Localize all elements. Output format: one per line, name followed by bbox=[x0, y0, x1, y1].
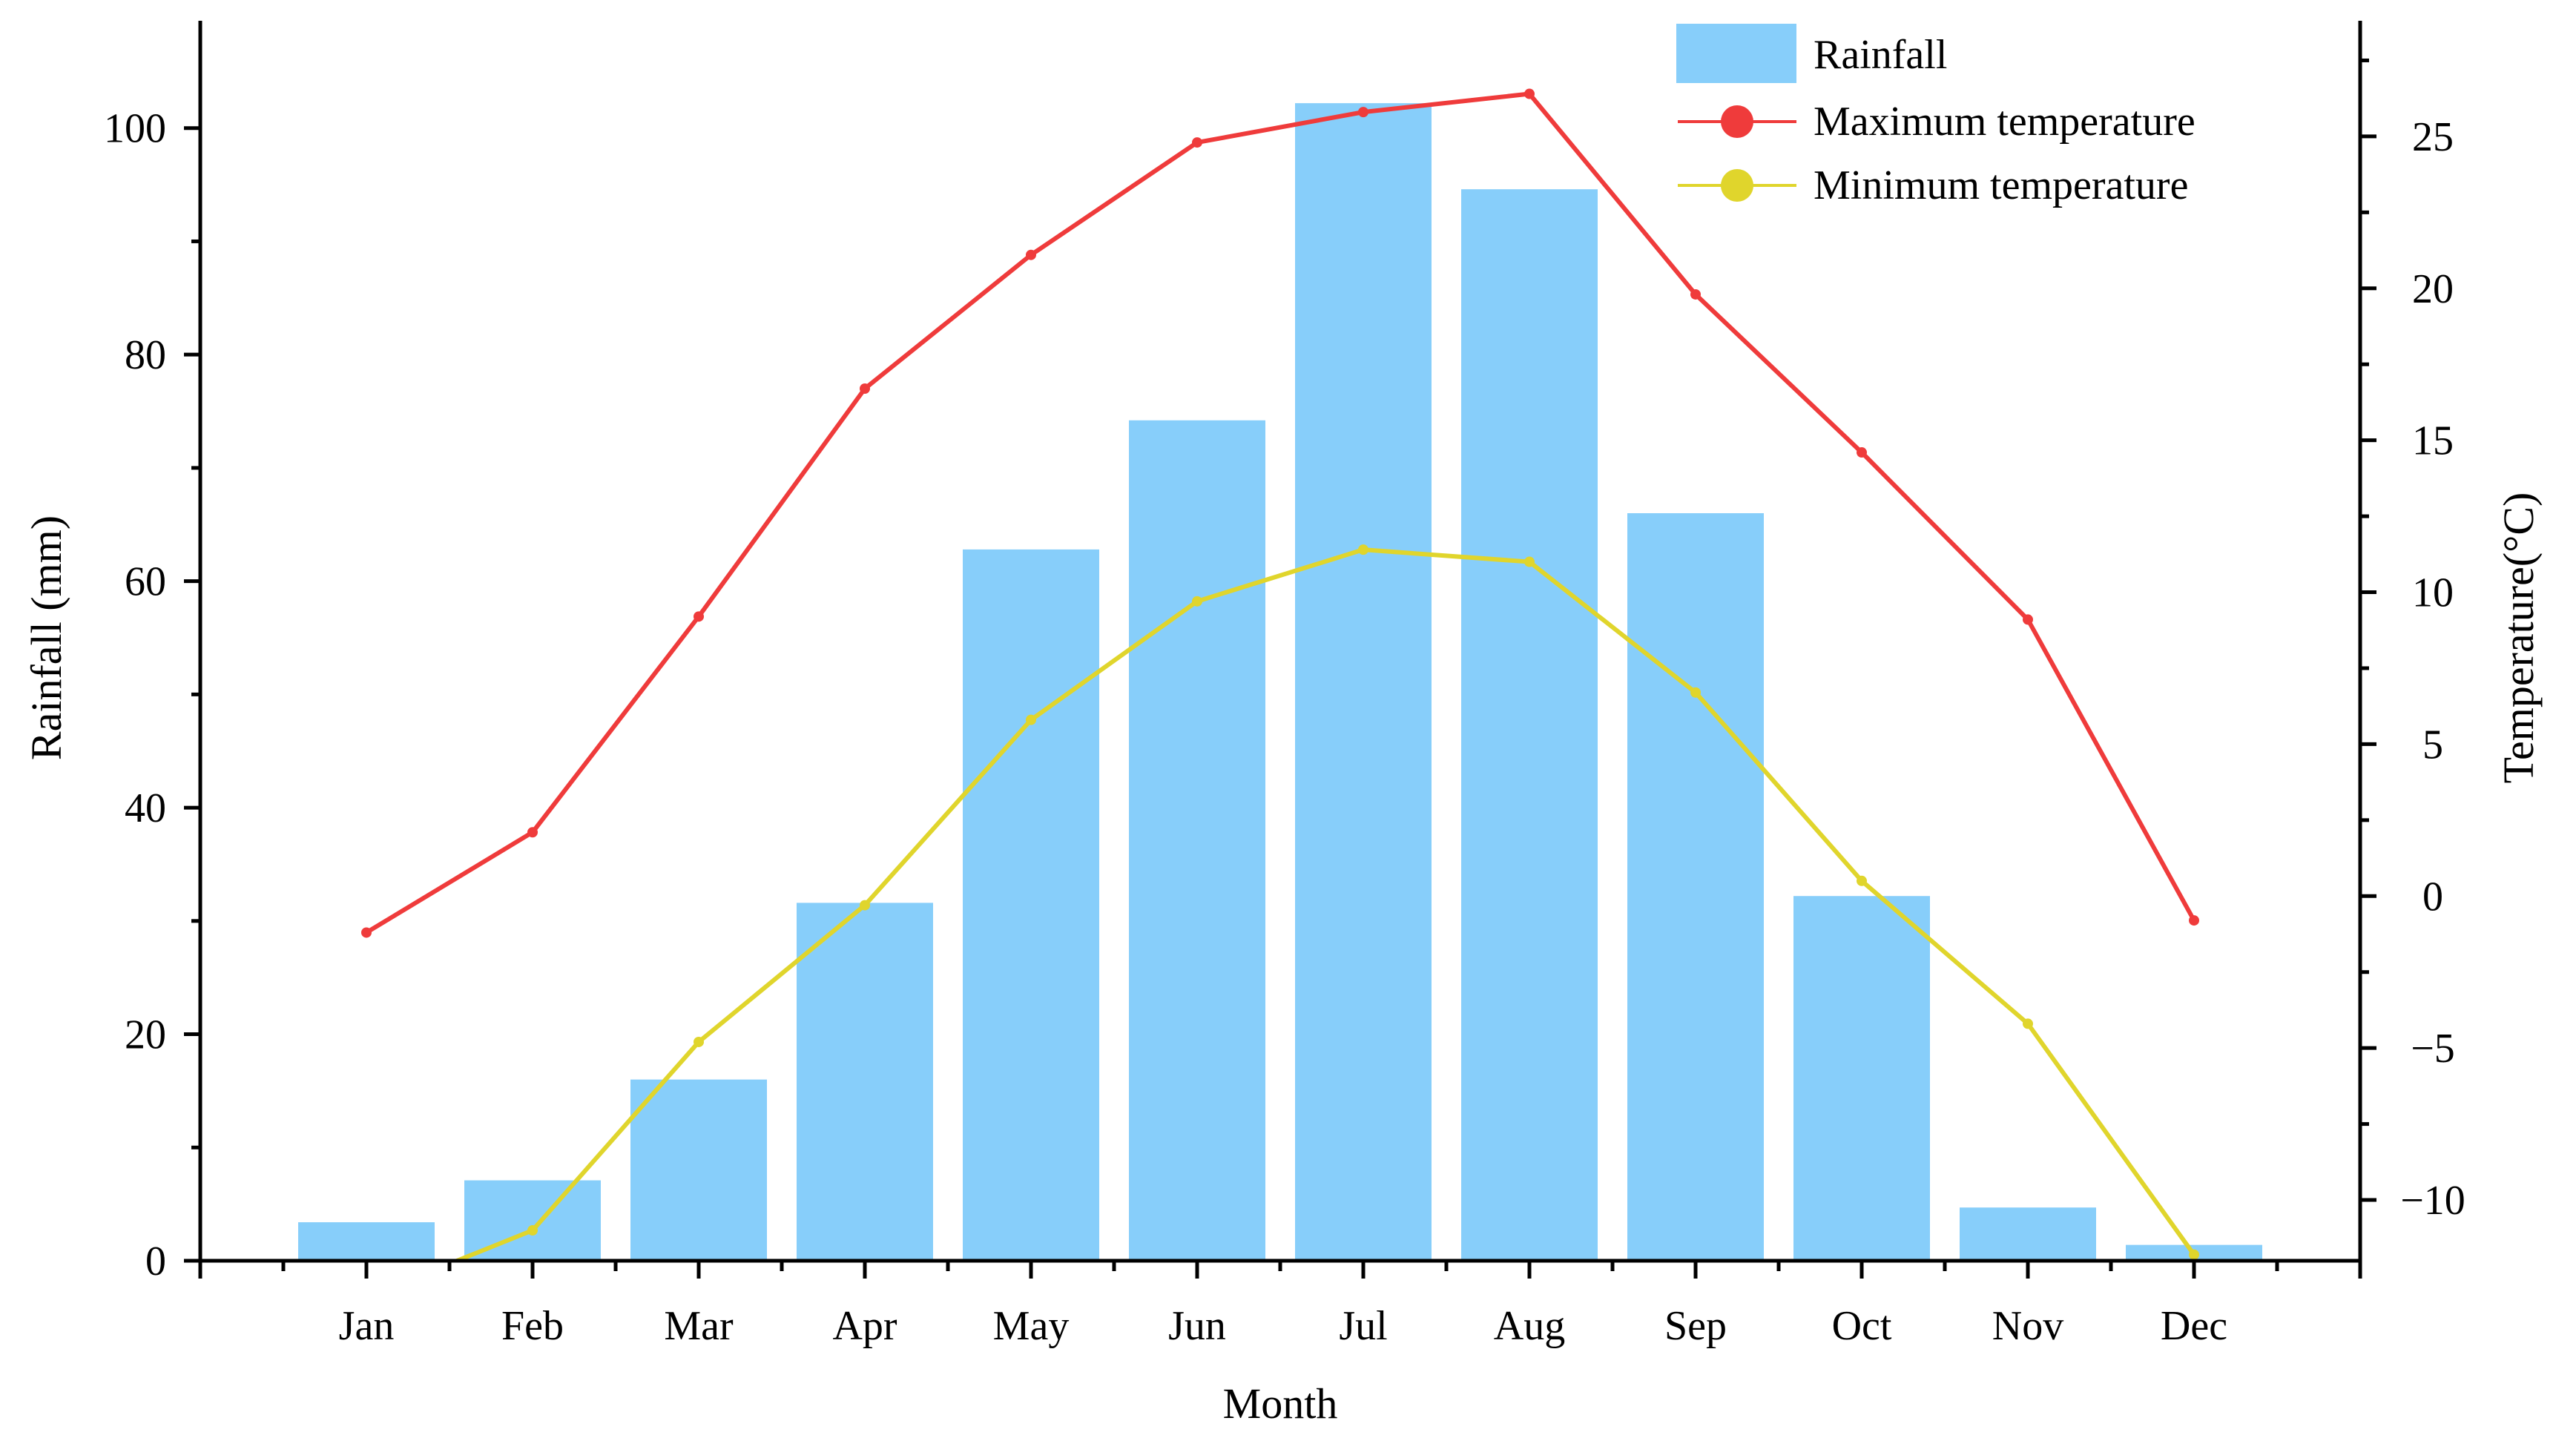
min-temp-point-jun bbox=[1192, 596, 1202, 607]
right-axis-ticks: −10 −5 0 5 10 15 20 25 bbox=[2360, 58, 2465, 1224]
legend-max-temp-label: Maximum temperature bbox=[1814, 99, 2195, 145]
right-tick-label: 15 bbox=[2412, 418, 2454, 464]
legend-min-temp-marker bbox=[1721, 169, 1753, 202]
right-tick-label: 25 bbox=[2412, 114, 2454, 160]
right-tick-label: 5 bbox=[2422, 722, 2443, 768]
max-temp-point-feb bbox=[527, 827, 538, 838]
max-temp-point-may bbox=[1026, 249, 1036, 260]
rainfall-bar-may bbox=[963, 549, 1099, 1261]
min-temp-point-aug bbox=[1524, 556, 1535, 567]
y-axis-title: Rainfall (mm) bbox=[22, 515, 70, 760]
x-tick-label: Feb bbox=[501, 1303, 564, 1349]
left-tick-label: 40 bbox=[125, 785, 166, 831]
max-temp-point-oct bbox=[1857, 447, 1867, 458]
left-tick-label: 20 bbox=[125, 1012, 166, 1058]
rainfall-bar-jul bbox=[1295, 103, 1432, 1261]
right-tick-label: −5 bbox=[2411, 1026, 2455, 1072]
rainfall-bar-oct bbox=[1793, 896, 1930, 1261]
x-tick-label: Jan bbox=[339, 1303, 395, 1349]
rainfall-bar-sep bbox=[1627, 513, 1764, 1261]
max-temp-point-jul bbox=[1358, 107, 1368, 118]
min-temp-line bbox=[451, 547, 2196, 1261]
x-tick-label: Jun bbox=[1168, 1303, 1226, 1349]
max-temp-point-nov bbox=[2023, 614, 2033, 625]
rainfall-bar-apr bbox=[797, 903, 933, 1261]
rainfall-bar-mar bbox=[630, 1079, 767, 1261]
rainfall-bar-jan bbox=[298, 1222, 435, 1261]
max-temp-point-dec bbox=[2189, 915, 2199, 926]
x-tick-label: Jul bbox=[1339, 1303, 1387, 1349]
rainfall-bar-jun bbox=[1129, 420, 1265, 1261]
max-temp-point-jan bbox=[361, 927, 372, 938]
max-temp-point-mar bbox=[694, 611, 704, 622]
y2-axis-title: Temperature(°C) bbox=[2494, 492, 2543, 784]
min-temp-point-sep bbox=[1690, 687, 1701, 698]
x-tick-label: May bbox=[993, 1303, 1070, 1349]
x-tick-label: Mar bbox=[664, 1303, 734, 1349]
x-tick-label: Oct bbox=[1832, 1303, 1892, 1349]
min-temp-point-apr bbox=[860, 900, 870, 911]
legend-max-temp-marker bbox=[1721, 105, 1753, 138]
min-temp-point-feb bbox=[527, 1225, 538, 1236]
min-temp-point-nov bbox=[2023, 1018, 2033, 1029]
min-temp-point-jan bbox=[361, 1292, 372, 1302]
x-axis-ticks: Jan Feb Mar Apr May Jun Jul Aug Sep Oct Nov Dec bbox=[198, 1261, 2362, 1349]
min-temp-point-dec bbox=[2189, 1249, 2199, 1260]
x-tick-label: Apr bbox=[832, 1303, 897, 1349]
legend-min-temp-label: Minimum temperature bbox=[1814, 162, 2188, 208]
legend-rainfall-label: Rainfall bbox=[1814, 32, 1947, 78]
left-tick-label: 100 bbox=[104, 106, 166, 152]
x-tick-label: Aug bbox=[1494, 1303, 1565, 1349]
max-temp-point-jun bbox=[1192, 137, 1202, 148]
left-axis-ticks: 0 20 40 60 80 100 bbox=[104, 106, 200, 1284]
right-tick-label: 20 bbox=[2412, 266, 2454, 312]
left-tick-label: 0 bbox=[145, 1239, 166, 1284]
x-tick-label: Nov bbox=[1992, 1303, 2063, 1349]
min-temp-point-may bbox=[1026, 714, 1036, 725]
min-temp-point-mar bbox=[694, 1036, 704, 1047]
left-tick-label: 60 bbox=[125, 559, 166, 605]
right-tick-label: 10 bbox=[2412, 570, 2454, 616]
legend-rainfall-swatch bbox=[1676, 24, 1796, 83]
x-axis-title: Month bbox=[1223, 1379, 1338, 1428]
rainfall-bar-nov bbox=[1960, 1207, 2096, 1261]
rainfall-bar-aug bbox=[1461, 189, 1598, 1261]
max-temp-point-apr bbox=[860, 383, 870, 394]
left-tick-label: 80 bbox=[125, 332, 166, 378]
min-temp-point-oct bbox=[1857, 875, 1867, 886]
min-temp-point-jul bbox=[1358, 544, 1368, 555]
x-tick-label: Sep bbox=[1664, 1303, 1727, 1349]
max-temp-point-sep bbox=[1690, 288, 1701, 300]
rainfall-bars bbox=[298, 103, 2262, 1261]
right-tick-label: 0 bbox=[2422, 874, 2443, 920]
x-tick-label: Dec bbox=[2161, 1303, 2227, 1349]
legend: Rainfall Maximum temperature Minimum tem… bbox=[1676, 24, 2195, 208]
temperature-lines bbox=[361, 88, 2199, 1302]
max-temp-line bbox=[365, 91, 2196, 935]
right-tick-label: −10 bbox=[2400, 1178, 2465, 1224]
max-temp-point-aug bbox=[1524, 88, 1535, 99]
